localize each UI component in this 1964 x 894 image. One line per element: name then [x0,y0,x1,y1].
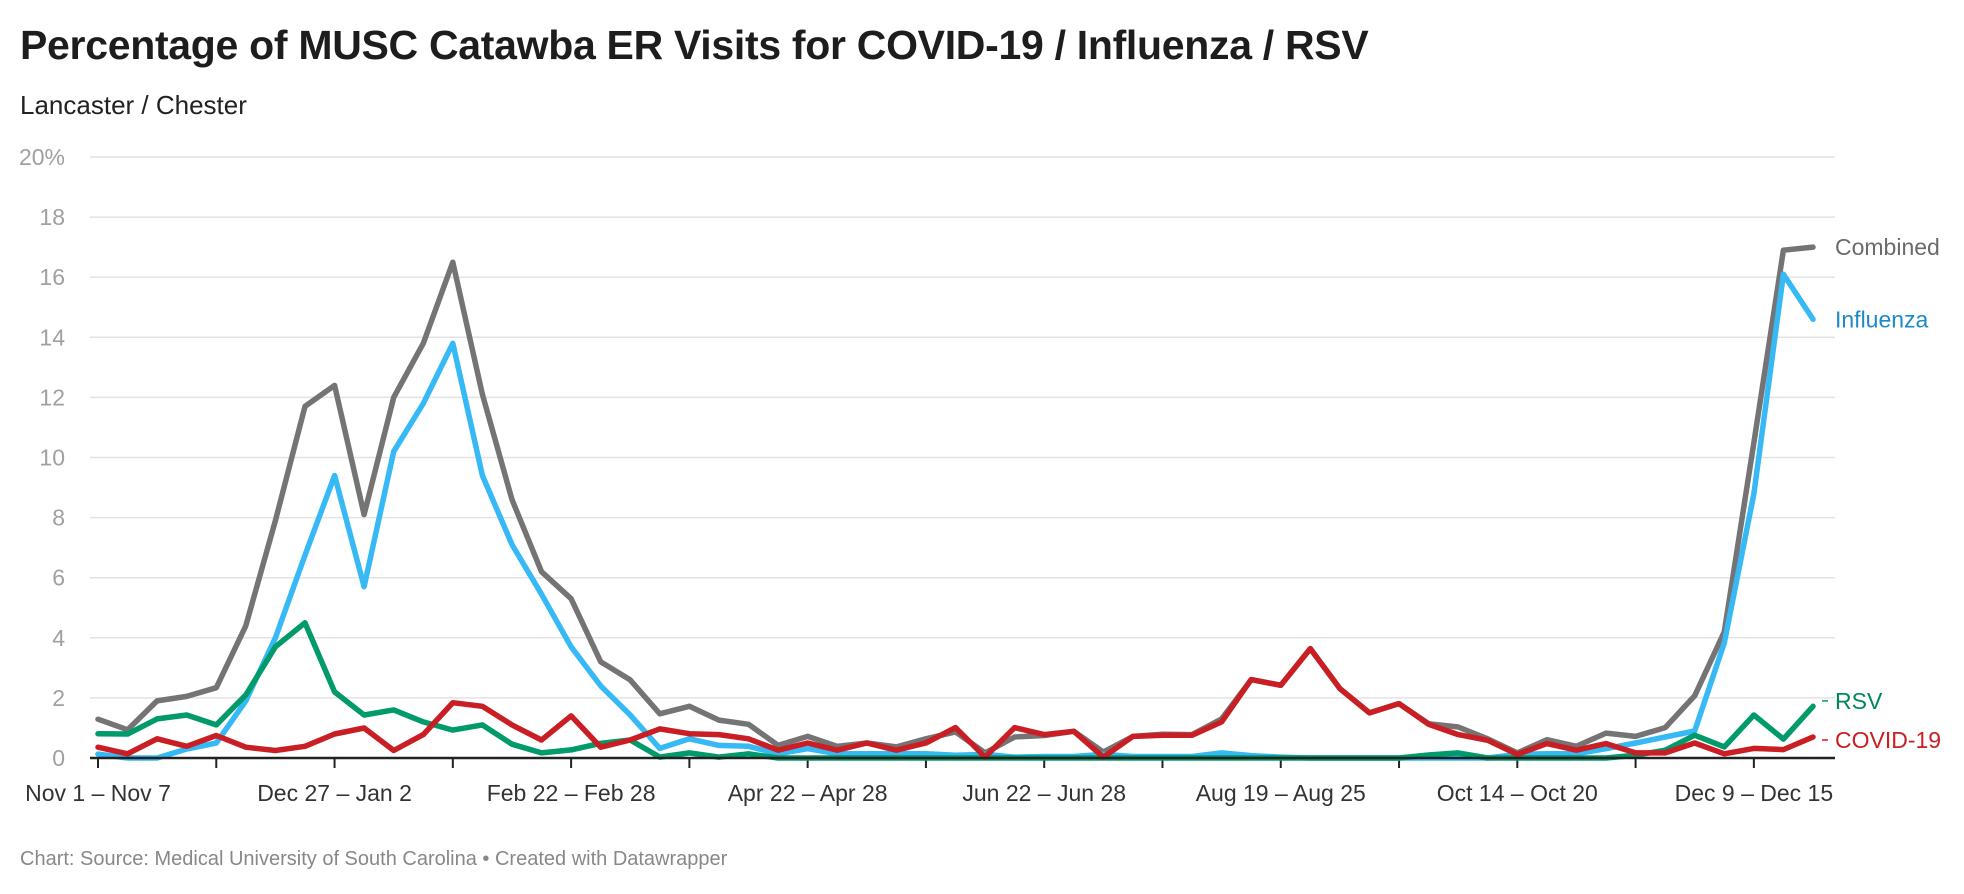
series-label-influenza: Influenza [1835,306,1929,332]
chart-footer: Chart: Source: Medical University of Sou… [20,848,728,870]
series-label-combined: Combined [1835,234,1940,260]
y-tick-label: 12 [39,384,65,410]
y-tick-label: 4 [52,625,65,651]
y-tick-label: 6 [52,565,65,591]
series-line-rsv [95,620,1816,761]
x-tick-label: Aug 19 – Aug 25 [1196,780,1366,806]
y-tick-label: 20% [19,144,65,170]
y-tick-label: 10 [39,445,65,471]
series-line-covid-19 [95,645,1816,760]
x-tick-label: Dec 27 – Jan 2 [257,780,412,806]
x-tick-label: Apr 22 – Apr 28 [728,780,888,806]
series-line-influenza [95,271,1816,761]
series-label-rsv: RSV [1835,688,1883,714]
x-tick-label: Feb 22 – Feb 28 [487,780,656,806]
y-tick-label: 2 [52,685,65,711]
y-tick-label: 0 [52,745,65,771]
x-tick-label: Oct 14 – Oct 20 [1437,780,1598,806]
y-tick-label: 8 [52,505,65,531]
chart-title: Percentage of MUSC Catawba ER Visits for… [20,22,1369,68]
y-tick-label: 14 [39,324,65,350]
y-tick-label: 18 [39,204,65,230]
chart-subtitle: Lancaster / Chester [20,90,247,120]
x-tick-label: Nov 1 – Nov 7 [25,780,171,806]
x-tick-label: Jun 22 – Jun 28 [962,780,1126,806]
series-label-covid-19: COVID-19 [1835,727,1941,753]
x-tick-label: Dec 9 – Dec 15 [1675,780,1834,806]
y-tick-label: 16 [39,264,65,290]
series-line-combined [95,244,1816,756]
